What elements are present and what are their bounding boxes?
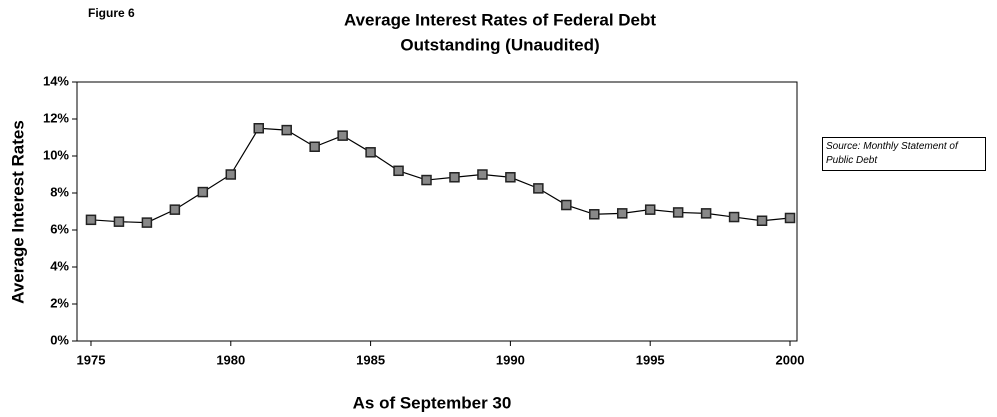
marker [113, 216, 125, 227]
marker [505, 172, 516, 183]
marker [477, 169, 488, 180]
marker [784, 212, 796, 224]
y-tick-label: 10% [43, 147, 69, 162]
marker [728, 211, 740, 223]
marker [589, 209, 600, 220]
plot-frame [76, 81, 798, 342]
marker [281, 124, 292, 136]
marker [169, 204, 181, 215]
marker [700, 208, 712, 219]
y-tick-label: 2% [50, 295, 69, 310]
x-axis-label: As of September 30 [353, 393, 512, 412]
x-tick-label: 1975 [77, 352, 106, 367]
marker [616, 208, 628, 219]
y-tick-label: 0% [50, 332, 69, 347]
y-tick-label: 14% [43, 73, 69, 88]
marker [561, 199, 572, 211]
x-tick-label: 1995 [636, 352, 665, 367]
x-tick-label: 2000 [776, 352, 805, 367]
marker [253, 123, 264, 134]
x-tick-label: 1985 [356, 352, 385, 367]
marker [533, 183, 544, 194]
y-tick-label: 6% [50, 221, 69, 236]
marker [141, 217, 153, 228]
marker [449, 172, 460, 183]
y-tick-label: 12% [43, 110, 69, 125]
marker [225, 169, 237, 180]
marker [309, 141, 320, 152]
y-tick-label: 4% [50, 258, 69, 273]
y-tick-label: 8% [50, 184, 69, 199]
marker [672, 207, 684, 218]
figure-label: Figure 6 [88, 6, 135, 20]
chart-title: Outstanding (Unaudited) [400, 35, 599, 54]
x-tick-label: 1980 [216, 352, 245, 367]
marker [756, 215, 768, 226]
marker [421, 174, 432, 186]
marker [85, 214, 97, 226]
y-axis-label: Average Interest Rates [8, 120, 27, 304]
marker [393, 165, 404, 177]
chart-title: Average Interest Rates of Federal Debt [344, 10, 656, 29]
line [90, 127, 791, 224]
marker [644, 204, 656, 215]
marker [365, 147, 376, 158]
source-note: Source: Monthly Statement of Public Debt [822, 137, 986, 171]
marker [197, 186, 209, 198]
marker [337, 130, 348, 141]
x-tick-label: 1990 [496, 352, 525, 367]
